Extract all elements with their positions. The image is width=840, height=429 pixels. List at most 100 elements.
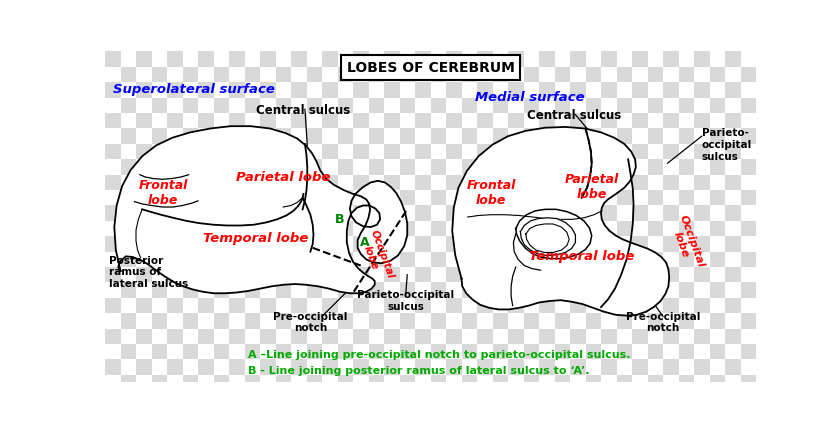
Bar xyxy=(182,329,198,344)
Bar xyxy=(585,205,601,221)
Bar xyxy=(260,344,276,360)
Bar xyxy=(338,252,353,267)
Bar xyxy=(461,51,477,67)
Bar xyxy=(756,175,771,190)
Bar xyxy=(369,344,384,360)
Bar xyxy=(648,282,663,298)
Bar xyxy=(229,205,244,221)
Bar xyxy=(400,82,415,98)
Bar xyxy=(632,128,648,144)
Bar xyxy=(461,113,477,128)
Text: Temporal lobe: Temporal lobe xyxy=(203,233,309,245)
Bar xyxy=(415,236,431,252)
Bar xyxy=(632,205,648,221)
Bar xyxy=(213,329,229,344)
Bar xyxy=(151,128,167,144)
Bar xyxy=(554,175,570,190)
Bar xyxy=(260,128,276,144)
Bar xyxy=(431,67,446,82)
Bar xyxy=(756,236,771,252)
Bar xyxy=(182,221,198,236)
Bar xyxy=(477,67,492,82)
Bar xyxy=(679,252,694,267)
Bar xyxy=(369,144,384,159)
Bar xyxy=(725,221,741,236)
Bar xyxy=(523,344,539,360)
Bar xyxy=(120,329,136,344)
Bar xyxy=(446,329,461,344)
Bar xyxy=(508,360,523,375)
Bar xyxy=(120,282,136,298)
Bar xyxy=(523,205,539,221)
Bar xyxy=(384,298,400,313)
Bar xyxy=(539,298,554,313)
Bar xyxy=(585,344,601,360)
Bar xyxy=(151,175,167,190)
Bar xyxy=(679,282,694,298)
Bar xyxy=(229,344,244,360)
Bar xyxy=(694,221,710,236)
Bar xyxy=(198,128,213,144)
Bar xyxy=(260,298,276,313)
Bar xyxy=(244,221,260,236)
Bar xyxy=(229,82,244,98)
Bar xyxy=(663,221,679,236)
Bar xyxy=(710,190,725,205)
Bar xyxy=(585,128,601,144)
Bar xyxy=(523,159,539,175)
Bar xyxy=(585,252,601,267)
Bar xyxy=(741,67,756,82)
Bar xyxy=(601,144,617,159)
Bar xyxy=(617,67,632,82)
Bar xyxy=(151,313,167,329)
Bar xyxy=(322,175,338,190)
Bar xyxy=(679,128,694,144)
Bar xyxy=(741,82,756,98)
Bar xyxy=(276,175,291,190)
Bar xyxy=(554,205,570,221)
Bar xyxy=(632,159,648,175)
Bar xyxy=(663,51,679,67)
Bar xyxy=(756,221,771,236)
Bar xyxy=(477,329,492,344)
Bar xyxy=(384,252,400,267)
Bar xyxy=(369,113,384,128)
Bar xyxy=(694,159,710,175)
Bar xyxy=(539,252,554,267)
Bar xyxy=(198,252,213,267)
Bar xyxy=(585,67,601,82)
Bar xyxy=(276,159,291,175)
Bar xyxy=(431,159,446,175)
Bar xyxy=(617,159,632,175)
Bar xyxy=(213,175,229,190)
Text: Parietal
lobe: Parietal lobe xyxy=(564,173,619,201)
Bar xyxy=(679,82,694,98)
Bar xyxy=(446,175,461,190)
Bar xyxy=(105,375,120,390)
Bar xyxy=(554,282,570,298)
Bar xyxy=(570,175,585,190)
Bar xyxy=(338,190,353,205)
Bar xyxy=(663,252,679,267)
Bar xyxy=(725,205,741,221)
Bar xyxy=(276,190,291,205)
Bar xyxy=(648,313,663,329)
Bar xyxy=(539,144,554,159)
Bar xyxy=(213,360,229,375)
Bar xyxy=(260,282,276,298)
Bar xyxy=(617,236,632,252)
Bar xyxy=(617,252,632,267)
Bar xyxy=(601,298,617,313)
Bar xyxy=(120,98,136,113)
Bar xyxy=(585,298,601,313)
Bar xyxy=(648,205,663,221)
Bar xyxy=(291,360,307,375)
Bar xyxy=(679,67,694,82)
Bar xyxy=(431,344,446,360)
Bar xyxy=(431,221,446,236)
Bar xyxy=(585,313,601,329)
Bar xyxy=(105,159,120,175)
Bar xyxy=(167,82,182,98)
Bar xyxy=(523,113,539,128)
Bar xyxy=(338,360,353,375)
